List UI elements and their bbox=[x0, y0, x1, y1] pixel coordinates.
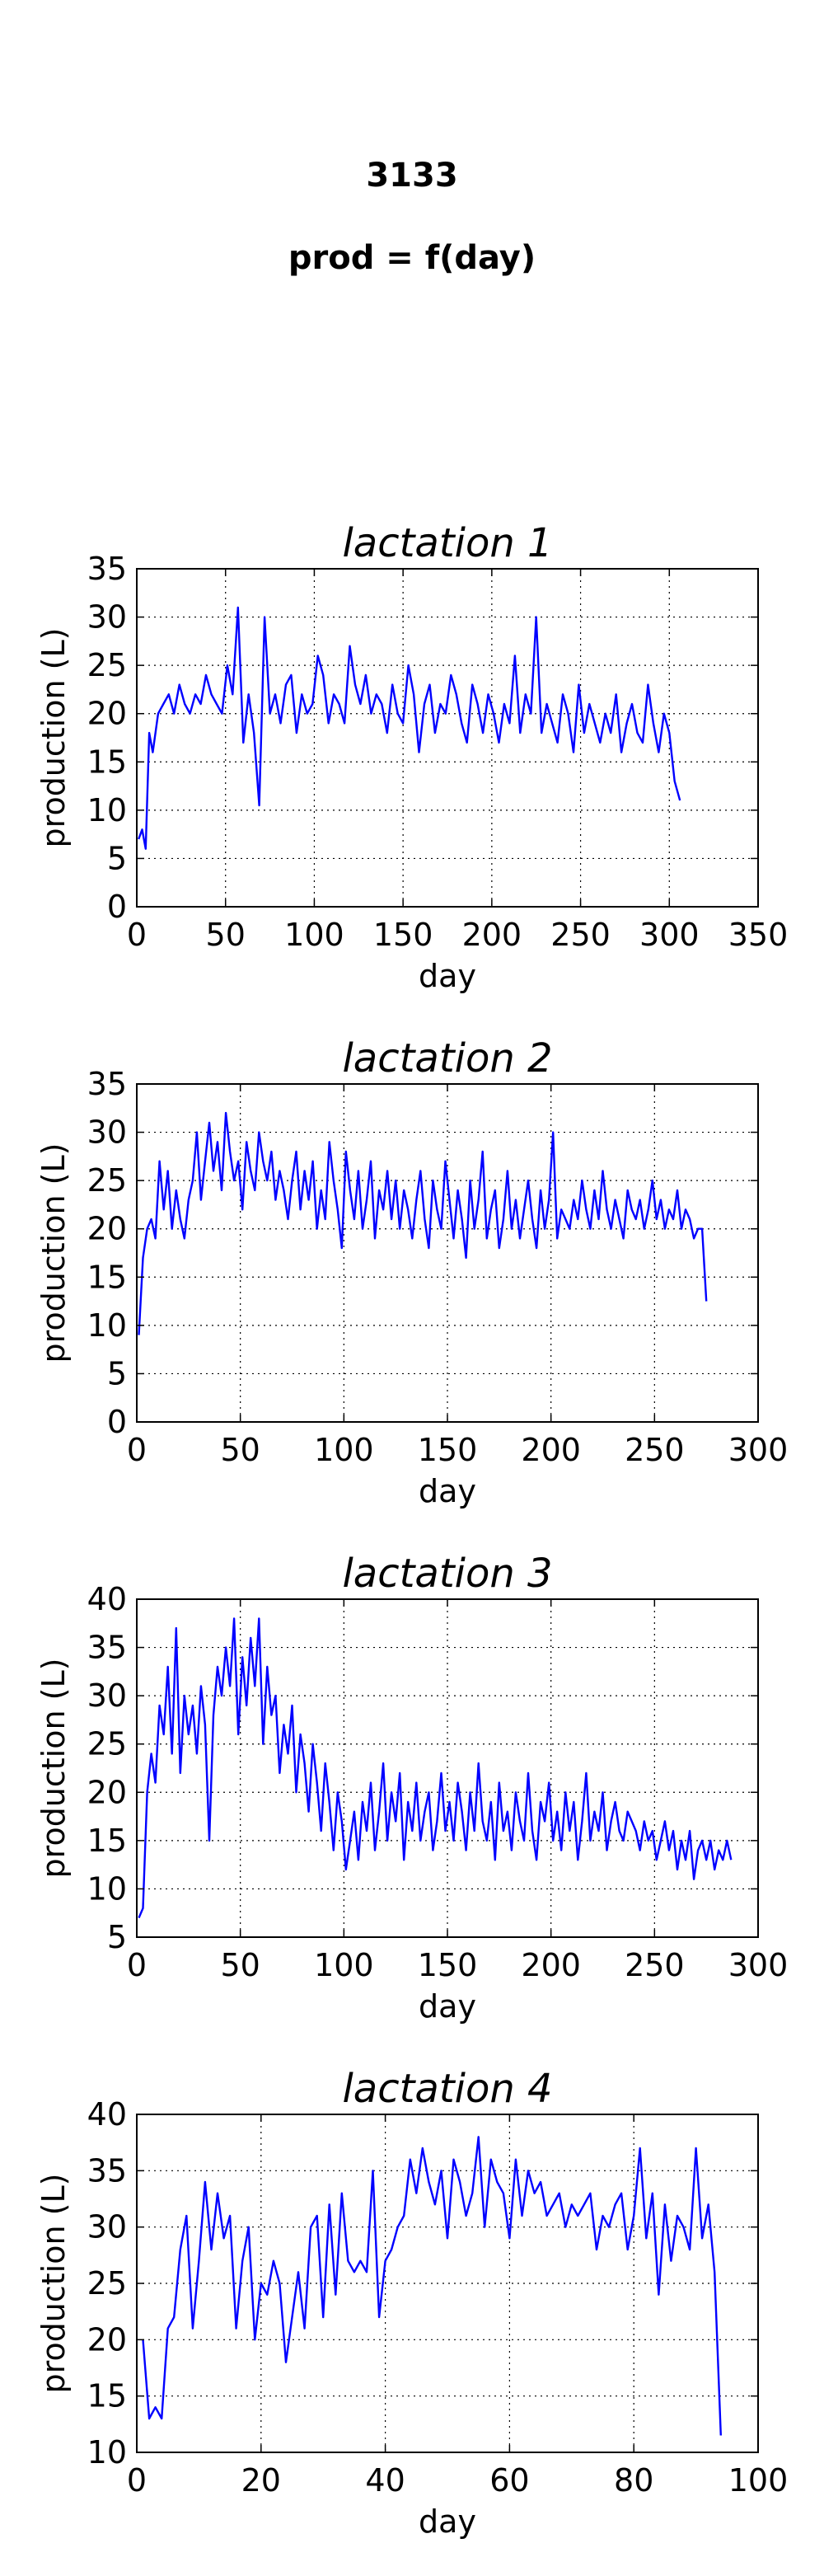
y-tick-label: 15 bbox=[87, 1259, 127, 1295]
x-tick-label: 0 bbox=[127, 1947, 147, 1983]
x-tick-label: 250 bbox=[625, 1947, 685, 1983]
chart-title: lactation 3 bbox=[342, 1551, 552, 1597]
y-tick-label: 15 bbox=[87, 744, 127, 780]
y-tick-label: 10 bbox=[87, 1870, 127, 1907]
chart-2: 0 50 100 150 200 250 300 0 5 10 15 20 25 30 35 lactatio… bbox=[35, 1035, 788, 1509]
x-tick-label: 20 bbox=[241, 2462, 281, 2499]
x-tick-label: 100 bbox=[284, 917, 344, 953]
y-tick-label: 35 bbox=[87, 2152, 127, 2189]
y-tick-label: 30 bbox=[87, 2209, 127, 2245]
x-tick-label: 0 bbox=[127, 917, 147, 953]
y-tick-label: 10 bbox=[87, 1307, 127, 1344]
production-series-line bbox=[138, 1111, 708, 1335]
x-tick-label: 350 bbox=[728, 917, 789, 953]
chart-title: lactation 4 bbox=[342, 2066, 552, 2112]
y-tick-label: 15 bbox=[87, 1823, 127, 1859]
y-tick-label: 20 bbox=[87, 2321, 127, 2358]
y-tick-label: 5 bbox=[107, 840, 127, 876]
production-series-line bbox=[138, 1617, 733, 1919]
y-tick-label: 0 bbox=[107, 1404, 127, 1440]
x-tick-label: 40 bbox=[365, 2462, 405, 2499]
x-tick-label: 50 bbox=[220, 1947, 260, 1983]
x-tick-label: 60 bbox=[489, 2462, 529, 2499]
y-tick-label: 35 bbox=[87, 551, 127, 587]
y-tick-label: 5 bbox=[107, 1355, 127, 1391]
y-tick-label: 10 bbox=[87, 792, 127, 828]
x-tick-label: 100 bbox=[728, 2462, 789, 2499]
x-tick-label: 50 bbox=[206, 917, 246, 953]
x-tick-label: 0 bbox=[127, 1432, 147, 1468]
y-axis-label: production (L) bbox=[35, 1659, 72, 1879]
x-tick-label: 100 bbox=[314, 1947, 374, 1983]
y-tick-label: 25 bbox=[87, 1726, 127, 1762]
y-tick-label: 30 bbox=[87, 1114, 127, 1151]
figure-id: 3133 bbox=[366, 157, 458, 195]
x-tick-label: 100 bbox=[314, 1432, 374, 1468]
x-tick-label: 150 bbox=[418, 1947, 478, 1983]
x-tick-label: 150 bbox=[418, 1432, 478, 1468]
y-tick-label: 5 bbox=[107, 1919, 127, 1955]
x-tick-label: 200 bbox=[521, 1947, 581, 1983]
y-tick-label: 20 bbox=[87, 1211, 127, 1247]
x-tick-label: 50 bbox=[220, 1432, 260, 1468]
y-tick-label: 20 bbox=[87, 696, 127, 732]
plot-frame bbox=[136, 568, 759, 908]
x-tick-label: 80 bbox=[614, 2462, 653, 2499]
y-tick-label: 25 bbox=[87, 2265, 127, 2302]
y-tick-label: 40 bbox=[87, 2096, 127, 2133]
production-series-line bbox=[142, 2136, 722, 2436]
chart-3: 0 50 100 150 200 250 300 5 10 15 20 25 30 35 40 lactati… bbox=[35, 1551, 788, 2025]
chart-1: 0 50 100 150 200 250 300 350 0 5 10 15 20 25 30 35 lacta… bbox=[35, 520, 788, 994]
chart-4: 0 20 40 60 80 100 10 15 20 25 30 35 40 lactation 4 day… bbox=[35, 2066, 788, 2540]
x-tick-label: 150 bbox=[373, 917, 433, 953]
y-tick-label: 25 bbox=[87, 1162, 127, 1199]
y-tick-label: 10 bbox=[87, 2434, 127, 2470]
x-axis-label: day bbox=[419, 1473, 476, 1509]
y-tick-label: 20 bbox=[87, 1774, 127, 1810]
figure-subtitle: prod = f(day) bbox=[288, 239, 536, 277]
x-tick-label: 200 bbox=[521, 1432, 581, 1468]
x-tick-label: 200 bbox=[462, 917, 522, 953]
x-axis-label: day bbox=[419, 1988, 476, 2025]
y-axis-label: production (L) bbox=[35, 1143, 72, 1363]
y-tick-label: 35 bbox=[87, 1630, 127, 1666]
x-tick-label: 250 bbox=[550, 917, 611, 953]
chart-title: lactation 1 bbox=[342, 520, 552, 566]
x-tick-label: 0 bbox=[127, 2462, 147, 2499]
y-tick-label: 0 bbox=[107, 889, 127, 925]
y-tick-label: 35 bbox=[87, 1066, 127, 1102]
y-tick-label: 15 bbox=[87, 2378, 127, 2414]
production-series-line bbox=[138, 606, 681, 850]
y-tick-label: 30 bbox=[87, 1677, 127, 1714]
x-axis-label: day bbox=[419, 958, 476, 994]
y-tick-label: 40 bbox=[87, 1581, 127, 1617]
y-tick-label: 30 bbox=[87, 599, 127, 636]
y-tick-label: 25 bbox=[87, 647, 127, 683]
y-axis-label: production (L) bbox=[35, 2174, 72, 2394]
x-tick-label: 300 bbox=[728, 1432, 789, 1468]
chart-title: lactation 2 bbox=[342, 1035, 552, 1082]
y-axis-label: production (L) bbox=[35, 628, 72, 848]
x-tick-label: 250 bbox=[625, 1432, 685, 1468]
x-tick-label: 300 bbox=[728, 1947, 789, 1983]
x-axis-label: day bbox=[419, 2503, 476, 2540]
x-tick-label: 300 bbox=[639, 917, 700, 953]
